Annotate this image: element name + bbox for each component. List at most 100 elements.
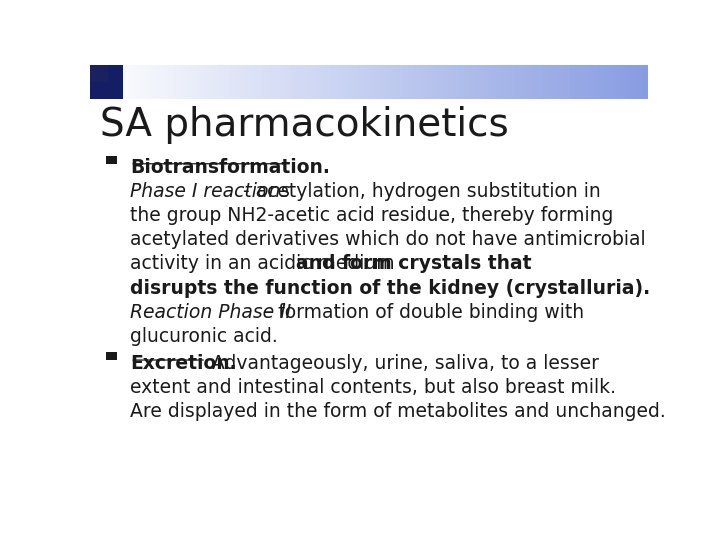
- Bar: [431, 65, 436, 99]
- Bar: [392, 65, 397, 99]
- Bar: [508, 65, 514, 99]
- Bar: [274, 65, 279, 99]
- Bar: [369, 65, 374, 99]
- Bar: [503, 65, 508, 99]
- Bar: [374, 65, 380, 99]
- Text: and form crystals that: and form crystals that: [297, 254, 532, 273]
- Bar: [336, 65, 341, 99]
- Text: Reaction Phase II: Reaction Phase II: [130, 302, 292, 322]
- Text: the group NH2-acetic acid residue, thereby forming: the group NH2-acetic acid residue, there…: [130, 206, 613, 225]
- Bar: [297, 65, 302, 99]
- Text: Advantageously, urine, saliva, to a lesser: Advantageously, urine, saliva, to a less…: [206, 354, 599, 373]
- Bar: [620, 65, 626, 99]
- Bar: [324, 65, 330, 99]
- Bar: [163, 65, 168, 99]
- Bar: [280, 65, 285, 99]
- Bar: [587, 65, 593, 99]
- Bar: [486, 65, 492, 99]
- Bar: [536, 65, 542, 99]
- Bar: [436, 65, 441, 99]
- Text: SA pharmacokinetics: SA pharmacokinetics: [100, 106, 509, 144]
- Bar: [106, 352, 117, 360]
- Bar: [380, 65, 386, 99]
- Bar: [90, 65, 96, 99]
- Bar: [603, 65, 609, 99]
- Bar: [553, 65, 559, 99]
- Bar: [235, 65, 240, 99]
- Bar: [96, 65, 101, 99]
- Text: disrupts the function of the kidney (crystalluria).: disrupts the function of the kidney (cry…: [130, 279, 650, 298]
- Bar: [469, 65, 475, 99]
- Bar: [570, 65, 575, 99]
- Bar: [459, 65, 464, 99]
- Text: – formation of double binding with: – formation of double binding with: [258, 302, 585, 322]
- Bar: [106, 156, 117, 164]
- Bar: [151, 65, 157, 99]
- Bar: [481, 65, 486, 99]
- Bar: [626, 65, 631, 99]
- Bar: [464, 65, 469, 99]
- Bar: [140, 65, 145, 99]
- Bar: [364, 65, 369, 99]
- Bar: [358, 65, 364, 99]
- Bar: [341, 65, 347, 99]
- Bar: [129, 65, 135, 99]
- Bar: [168, 65, 174, 99]
- Text: Are displayed in the form of metabolites and unchanged.: Are displayed in the form of metabolites…: [130, 402, 666, 421]
- Bar: [637, 65, 642, 99]
- Bar: [352, 65, 358, 99]
- Text: - acetylation, hydrogen substitution in: - acetylation, hydrogen substitution in: [238, 182, 601, 201]
- Bar: [559, 65, 564, 99]
- Bar: [598, 65, 603, 99]
- Bar: [118, 65, 124, 99]
- Bar: [213, 65, 218, 99]
- Bar: [112, 65, 118, 99]
- Text: extent and intestinal contents, but also breast milk.: extent and intestinal contents, but also…: [130, 379, 616, 397]
- Bar: [246, 65, 252, 99]
- Bar: [425, 65, 431, 99]
- Bar: [291, 65, 297, 99]
- Bar: [157, 65, 163, 99]
- Bar: [107, 65, 112, 99]
- Bar: [581, 65, 587, 99]
- Bar: [531, 65, 536, 99]
- Bar: [575, 65, 581, 99]
- Bar: [313, 65, 319, 99]
- Bar: [408, 65, 413, 99]
- Bar: [520, 65, 526, 99]
- Bar: [185, 65, 191, 99]
- Bar: [593, 65, 598, 99]
- Bar: [319, 65, 324, 99]
- Bar: [307, 65, 313, 99]
- Bar: [330, 65, 336, 99]
- Bar: [475, 65, 481, 99]
- Bar: [285, 65, 291, 99]
- Bar: [202, 65, 207, 99]
- Bar: [207, 65, 213, 99]
- Bar: [413, 65, 419, 99]
- Bar: [498, 65, 503, 99]
- Bar: [124, 65, 129, 99]
- Text: Excretion.: Excretion.: [130, 354, 237, 373]
- Bar: [240, 65, 246, 99]
- Bar: [230, 65, 235, 99]
- Bar: [224, 65, 230, 99]
- Bar: [190, 65, 196, 99]
- Bar: [218, 65, 224, 99]
- Bar: [135, 65, 140, 99]
- Bar: [397, 65, 402, 99]
- Bar: [542, 65, 548, 99]
- Bar: [145, 65, 151, 99]
- Text: Biotransformation.: Biotransformation.: [130, 158, 330, 177]
- Bar: [386, 65, 392, 99]
- Bar: [347, 65, 352, 99]
- Text: glucuronic acid.: glucuronic acid.: [130, 327, 278, 346]
- Text: acetylated derivatives which do not have antimicrobial: acetylated derivatives which do not have…: [130, 230, 646, 249]
- Bar: [258, 65, 263, 99]
- Bar: [631, 65, 637, 99]
- Bar: [302, 65, 307, 99]
- Bar: [453, 65, 458, 99]
- Bar: [609, 65, 615, 99]
- Text: activity in an acidic medium: activity in an acidic medium: [130, 254, 401, 273]
- Bar: [90, 65, 108, 82]
